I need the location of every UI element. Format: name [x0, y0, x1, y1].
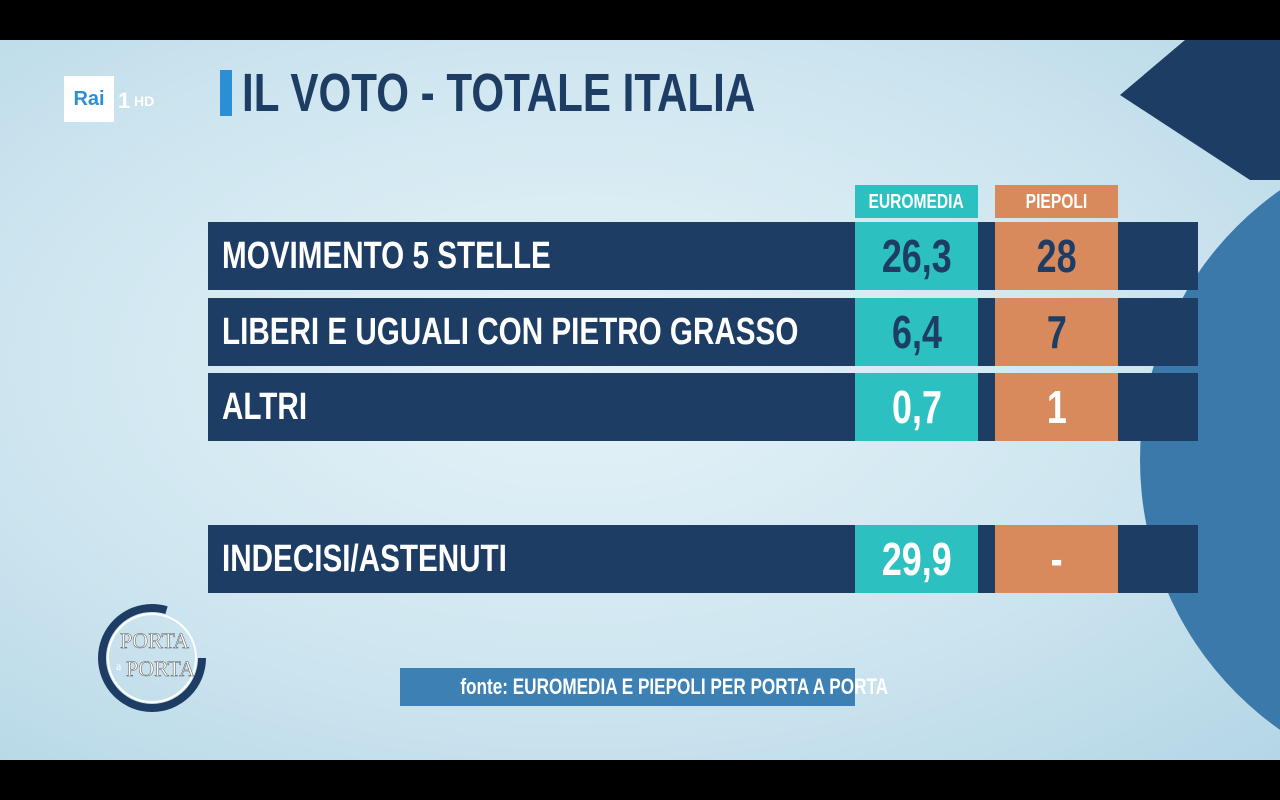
piepoli-cell: - — [995, 525, 1118, 593]
column-header-text: EUROMEDIA — [868, 191, 965, 213]
piepoli-cell-text: 1 — [1046, 381, 1067, 433]
euromedia-cell: 0,7 — [855, 373, 978, 441]
rai-logo: Rai — [64, 76, 114, 122]
row-label-text: MOVIMENTO 5 STELLE — [222, 235, 551, 277]
table-row: LIBERI E UGUALI CON PIETRO GRASSO 6,4 7 — [208, 298, 1198, 366]
title-text: IL VOTO - TOTALE ITALIA — [242, 63, 756, 123]
table-row: ALTRI 0,7 1 — [208, 373, 1198, 441]
euromedia-cell: 26,3 — [855, 222, 978, 290]
piepoli-cell-text: - — [1050, 533, 1063, 585]
logo-ring — [107, 613, 197, 703]
table-row: MOVIMENTO 5 STELLE 26,3 28 — [208, 222, 1198, 290]
logo-text: PORTA — [120, 628, 189, 653]
logo-text: PORTA — [126, 656, 195, 681]
row-label: MOVIMENTO 5 STELLE — [222, 222, 644, 290]
row-label-text: ALTRI — [222, 386, 308, 428]
piepoli-cell-text: 28 — [1036, 230, 1077, 282]
channel-number: 1 — [118, 88, 131, 113]
logo-text: a — [116, 659, 122, 673]
column-header-text: PIEPOLI — [1025, 191, 1088, 213]
source-text: fonte: EUROMEDIA E PIEPOLI PER PORTA A P… — [460, 674, 889, 699]
euromedia-cell-text: 26,3 — [881, 230, 952, 282]
row-label: ALTRI — [222, 373, 331, 441]
corner-shape — [1120, 40, 1280, 180]
euromedia-cell: 6,4 — [855, 298, 978, 366]
row-label-text: LIBERI E UGUALI CON PIETRO GRASSO — [222, 311, 799, 353]
row-label: INDECISI/ASTENUTI — [222, 525, 587, 593]
hd-mark: HD — [134, 93, 155, 109]
logo-ring — [98, 604, 206, 712]
row-label-text: INDECISI/ASTENUTI — [222, 538, 507, 580]
column-header: PIEPOLI — [995, 185, 1118, 218]
piepoli-cell-text: 7 — [1046, 306, 1067, 358]
title: IL VOTO - TOTALE ITALIA — [242, 64, 900, 122]
source-box: fonte: EUROMEDIA E PIEPOLI PER PORTA A P… — [400, 668, 888, 706]
broadcast-screen: Rai 1 HD IL VOTO - TOTALE ITALIA EUROMED… — [0, 40, 1280, 760]
title-accent — [220, 70, 232, 116]
column-header: EUROMEDIA — [855, 185, 978, 218]
row-label: LIBERI E UGUALI CON PIETRO GRASSO — [222, 298, 961, 366]
euromedia-cell: 29,9 — [855, 525, 978, 593]
euromedia-cell-text: 6,4 — [891, 306, 942, 358]
euromedia-cell-text: 29,9 — [881, 533, 952, 585]
show-logo: PORTA a PORTA — [98, 604, 206, 712]
euromedia-cell-text: 0,7 — [891, 381, 942, 433]
piepoli-cell: 7 — [995, 298, 1118, 366]
table-row: INDECISI/ASTENUTI 29,9 - — [208, 525, 1198, 593]
piepoli-cell: 1 — [995, 373, 1118, 441]
piepoli-cell: 28 — [995, 222, 1118, 290]
